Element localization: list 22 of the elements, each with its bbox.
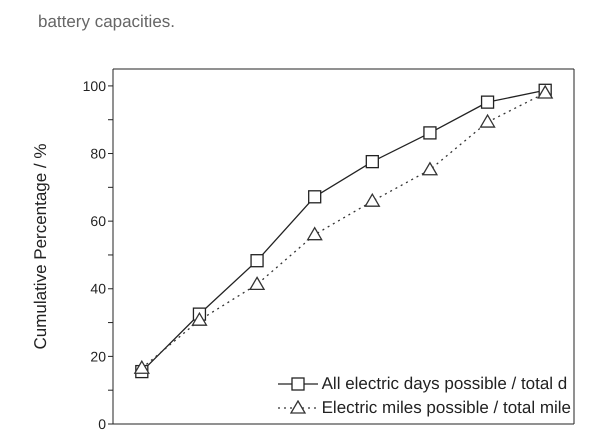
point	[422, 162, 438, 176]
point	[308, 190, 322, 204]
y-axis-title: Cumulative Percentage / %	[31, 144, 50, 350]
point	[192, 312, 208, 326]
point	[250, 254, 264, 268]
point	[480, 95, 494, 109]
y-tick-label: 60	[90, 213, 106, 230]
y-tick-label: 0	[98, 416, 106, 432]
y-tick-label: 100	[82, 78, 106, 94]
point	[480, 114, 496, 128]
legend-label: Electric miles possible / total mile	[322, 398, 571, 418]
point	[423, 126, 437, 140]
point	[366, 154, 379, 168]
legend-label: All electric days possible / total d	[322, 374, 568, 394]
text: battery capacities.	[38, 12, 176, 32]
y-tick-label: 40	[90, 280, 106, 297]
y-tick-label: 80	[90, 145, 106, 162]
point	[364, 194, 380, 207]
point	[249, 276, 265, 290]
point	[134, 360, 150, 374]
point	[307, 227, 322, 240]
y-tick-label: 20	[90, 348, 106, 364]
